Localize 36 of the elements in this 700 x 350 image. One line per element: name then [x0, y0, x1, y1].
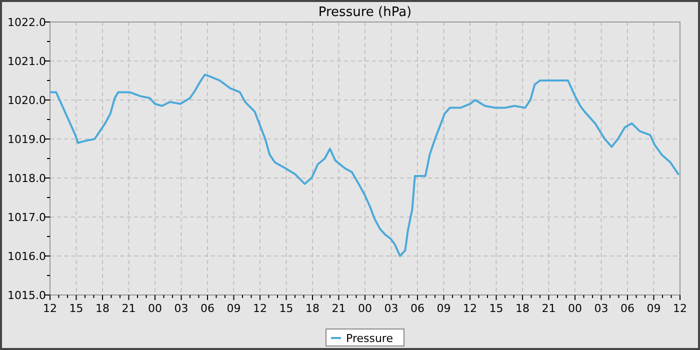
x-tick-label: 12	[253, 302, 267, 315]
line-series	[50, 74, 680, 257]
x-tick-label: 03	[384, 302, 398, 315]
chart-title: Pressure (hPa)	[318, 5, 412, 20]
x-tick-label: 06	[200, 302, 214, 315]
y-tick-label: 1021.0	[8, 54, 46, 68]
x-tick-label: 18	[516, 302, 530, 315]
legend-label: Pressure	[346, 332, 394, 345]
y-tick-label: 1019.0	[8, 132, 46, 146]
x-tick-label: 03	[174, 302, 188, 315]
x-tick-label: 00	[148, 302, 162, 315]
x-tick-label: 21	[542, 302, 556, 315]
x-tick-label: 21	[332, 302, 346, 315]
x-tick-label: 15	[279, 302, 294, 315]
x-tick-label: 15	[69, 302, 84, 315]
x-tick-label: 00	[358, 302, 372, 315]
x-tick-label: 15	[489, 302, 504, 315]
y-tick-label: 1022.0	[8, 16, 46, 29]
x-tick-label: 03	[594, 302, 608, 315]
x-tick-label: 12	[43, 302, 57, 315]
x-tick-label: 18	[96, 302, 110, 315]
x-tick-label: 00	[568, 302, 582, 315]
x-tick-label: 18	[306, 302, 320, 315]
x-tick-label: 09	[226, 302, 241, 315]
x-tick-label: 12	[673, 302, 687, 315]
x-tick-label: 09	[436, 302, 451, 315]
y-tick-label: 1020.0	[8, 94, 46, 107]
x-tick-label: 06	[620, 302, 634, 315]
x-tick-label: 21	[122, 302, 136, 315]
y-tick-label: 1015.0	[8, 288, 46, 302]
y-tick-label: 1018.0	[8, 172, 46, 185]
x-tick-label: 12	[463, 302, 477, 315]
x-tick-label: 06	[410, 302, 424, 315]
x-tick-label: 09	[646, 302, 661, 315]
y-tick-label: 1017.0	[8, 210, 46, 224]
y-tick-label: 1016.0	[8, 250, 46, 263]
